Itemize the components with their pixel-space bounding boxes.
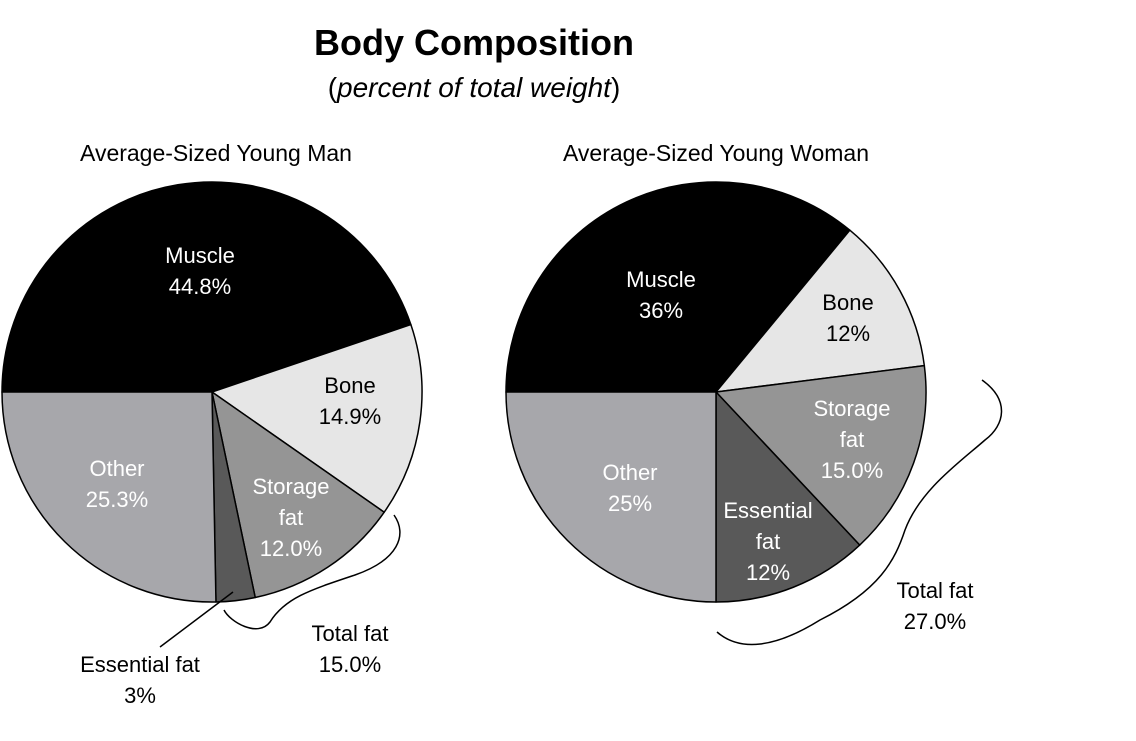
- pie-slice-woman-muscle: [505, 181, 851, 393]
- slice-label-line-woman-other-1: 25%: [608, 491, 652, 516]
- pie-chart-woman: Average-Sized Young Woman Muscle 36% Bone 1…: [505, 140, 1003, 646]
- slice-label-man-bone: Bone 14.9%: [319, 373, 381, 429]
- slice-label-line-woman-bone-0: Bone: [822, 290, 873, 315]
- total-fat-brace-woman: [716, 379, 1003, 646]
- total-fat-value-woman: 27.0%: [904, 609, 966, 634]
- slice-label-line-woman-storage-fat-0: Storage: [813, 396, 890, 421]
- slice-label-line-man-other-0: Other: [89, 456, 144, 481]
- slice-label-line-woman-other-0: Other: [602, 460, 657, 485]
- slice-label-line-man-storage-fat-0: Storage: [252, 474, 329, 499]
- essential-fat-leader-line-man: [159, 591, 234, 648]
- pie-slice-woman-other: [505, 391, 717, 603]
- pie-slice-man-other: [1, 391, 217, 603]
- pie-slice-woman-essential-fat: [715, 391, 861, 603]
- chart-subtitle: (percent of total weight): [328, 72, 621, 103]
- total-fat-value-man: 15.0%: [319, 652, 381, 677]
- slice-label-woman-essential-fat: Essential fat 12%: [723, 498, 812, 585]
- slice-label-woman-other: Other 25%: [602, 460, 657, 516]
- essential-fat-value-man: 3%: [124, 683, 156, 708]
- slice-label-line-woman-storage-fat-2: 15.0%: [821, 458, 883, 483]
- total-fat-label-woman: Total fat: [896, 578, 973, 603]
- pie-labels-man: Muscle 44.8% Bone 14.9% Storage fat 12.0% Other…: [86, 243, 381, 561]
- slice-label-line-man-other-1: 25.3%: [86, 487, 148, 512]
- pie-slices-man: [1, 181, 423, 603]
- total-fat-label-man: Total fat: [311, 621, 388, 646]
- pie-slice-man-storage-fat: [211, 391, 385, 599]
- slice-label-woman-muscle: Muscle 36%: [626, 267, 696, 323]
- pie-title-woman: Average-Sized Young Woman: [563, 140, 869, 166]
- slice-label-man-muscle: Muscle 44.8%: [165, 243, 235, 299]
- slice-label-line-woman-muscle-1: 36%: [639, 298, 683, 323]
- pie-chart-man: Average-Sized Young Man Muscle 44.8% Bone 1…: [1, 140, 423, 708]
- slice-label-line-man-storage-fat-2: 12.0%: [260, 536, 322, 561]
- slice-label-line-woman-storage-fat-1: fat: [840, 427, 864, 452]
- slice-label-line-woman-bone-1: 12%: [826, 321, 870, 346]
- subtitle-close-paren: ): [611, 72, 620, 103]
- slice-label-line-man-bone-0: Bone: [324, 373, 375, 398]
- pie-slices-woman: [505, 181, 927, 603]
- slice-label-line-man-muscle-1: 44.8%: [169, 274, 231, 299]
- pie-slice-woman-bone: [715, 229, 926, 393]
- pie-slice-man-bone: [211, 323, 423, 513]
- slice-label-woman-storage-fat: Storage fat 15.0%: [813, 396, 890, 483]
- slice-label-line-woman-muscle-0: Muscle: [626, 267, 696, 292]
- slice-label-man-other: Other 25.3%: [86, 456, 148, 512]
- slice-label-line-woman-essential-fat-1: fat: [756, 529, 780, 554]
- slice-label-line-man-storage-fat-1: fat: [279, 505, 303, 530]
- slice-label-woman-bone: Bone 12%: [822, 290, 873, 346]
- subtitle-open-paren: (: [328, 72, 338, 103]
- slice-label-man-storage-fat: Storage fat 12.0%: [252, 474, 329, 561]
- total-fat-brace-man: [223, 514, 401, 630]
- slice-label-line-woman-essential-fat-2: 12%: [746, 560, 790, 585]
- pie-slice-woman-storage-fat: [715, 364, 927, 546]
- pie-title-man: Average-Sized Young Man: [80, 140, 352, 166]
- essential-fat-label-man: Essential fat: [80, 652, 200, 677]
- pie-labels-woman: Muscle 36% Bone 12% Storage fat 15.0% Essential…: [602, 267, 890, 585]
- subtitle-italic-text: percent of total weight: [336, 72, 612, 103]
- slice-label-line-woman-essential-fat-0: Essential: [723, 498, 812, 523]
- slice-label-line-man-bone-1: 14.9%: [319, 404, 381, 429]
- chart-title: Body Composition: [314, 22, 634, 63]
- slice-label-line-man-muscle-0: Muscle: [165, 243, 235, 268]
- pie-slice-man-muscle: [1, 181, 412, 393]
